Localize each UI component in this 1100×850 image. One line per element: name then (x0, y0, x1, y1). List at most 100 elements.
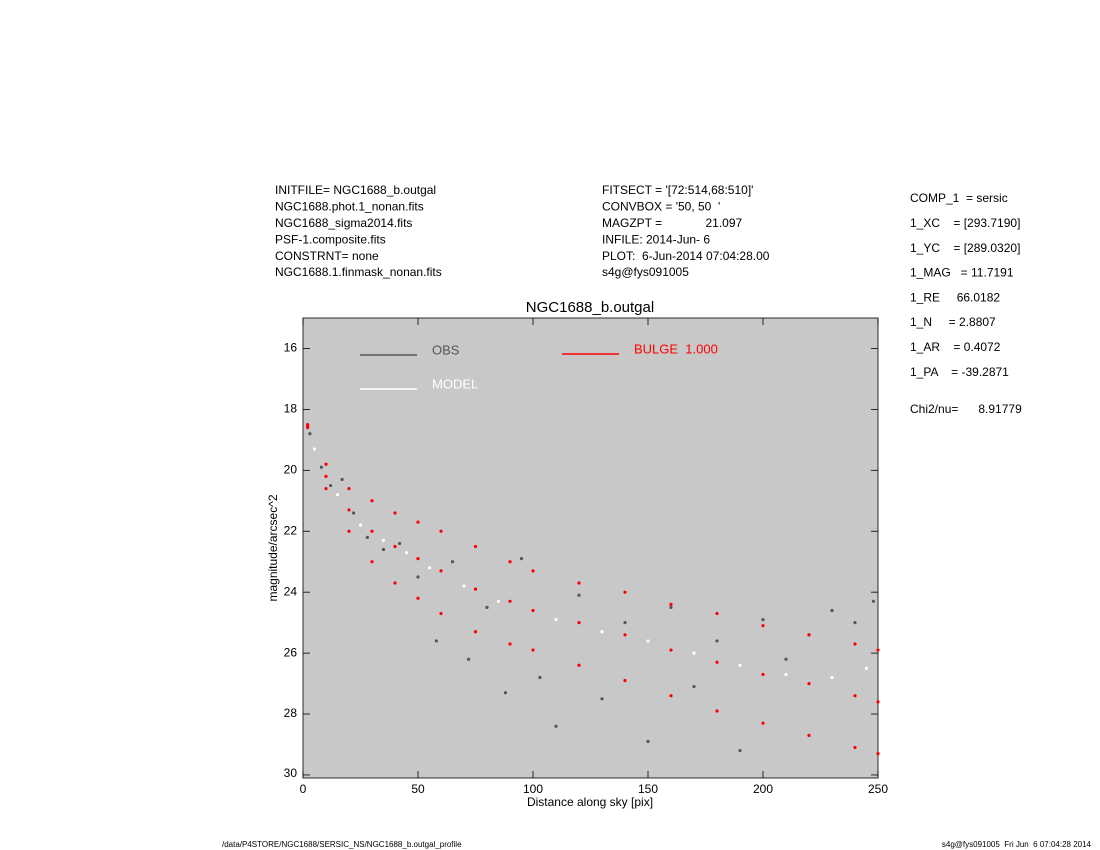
fit-parameter: COMP_1 = sersic (910, 191, 1008, 205)
data-point (600, 630, 604, 634)
data-point (807, 733, 811, 737)
data-point (393, 544, 397, 549)
header-line: FITSECT = '[72:514,68:510]' (602, 183, 753, 197)
header-line: PSF-1.composite.fits (275, 232, 386, 246)
data-point (439, 611, 443, 616)
x-tick-label: 150 (638, 782, 658, 796)
data-point (306, 426, 310, 430)
data-point (473, 630, 478, 634)
data-point (329, 483, 333, 488)
data-point (324, 462, 328, 466)
data-point (876, 648, 880, 652)
data-point (715, 639, 719, 643)
data-point (370, 499, 374, 503)
data-point (508, 560, 512, 564)
data-point (485, 605, 489, 610)
header-line: INFILE: 2014-Jun- 6 (602, 232, 710, 246)
y-tick-label: 16 (284, 341, 298, 355)
data-point (646, 739, 650, 744)
data-point (761, 624, 765, 628)
plot-area (302, 317, 879, 779)
data-point (340, 477, 344, 482)
data-point (600, 697, 604, 701)
fit-parameter: 1_YC = [289.0320] (910, 241, 1020, 255)
data-point (434, 639, 438, 643)
fit-parameter: 1_PA = -39.2871 (910, 365, 1009, 379)
header-line: NGC1688_sigma2014.fits (275, 216, 412, 230)
data-point (393, 511, 397, 515)
x-tick-label: 100 (523, 782, 543, 796)
data-point (496, 599, 501, 603)
fit-parameter: 1_N = 2.8807 (910, 315, 996, 329)
data-point (393, 581, 397, 585)
data-point (577, 593, 581, 597)
y-tick-label: 26 (284, 645, 298, 659)
data-point (876, 700, 880, 704)
data-point (715, 660, 719, 664)
data-point (784, 672, 788, 677)
x-tick-label: 250 (868, 782, 888, 796)
data-point (554, 617, 558, 622)
data-point (508, 642, 512, 646)
x-tick-label: 200 (753, 782, 773, 796)
data-point (646, 639, 650, 643)
y-tick-label: 30 (284, 766, 298, 780)
data-point (347, 486, 351, 491)
data-point (519, 557, 524, 561)
data-point (669, 602, 673, 606)
header-line: NGC1688.1.finmask_nonan.fits (275, 265, 442, 279)
y-tick-label: 28 (284, 706, 298, 720)
data-point (871, 599, 876, 603)
data-point (416, 596, 420, 600)
data-point (761, 617, 765, 622)
data-point (738, 748, 742, 753)
data-point (324, 486, 328, 491)
data-point (715, 611, 719, 616)
data-point (577, 581, 581, 585)
data-point (554, 724, 558, 728)
legend-label: MODEL (432, 376, 478, 391)
data-point (761, 672, 765, 677)
fit-parameter: 1_RE 66.0182 (910, 290, 1000, 304)
data-point (623, 590, 627, 594)
data-point (416, 557, 420, 561)
data-point (335, 493, 340, 497)
data-point (358, 523, 363, 527)
data-point (876, 752, 880, 756)
data-point (807, 633, 811, 637)
data-point (416, 520, 420, 524)
x-tick-label: 0 (300, 782, 307, 796)
y-tick-label: 18 (284, 402, 298, 416)
data-point (623, 633, 627, 637)
data-point (347, 508, 351, 512)
header-line: PLOT: 6-Jun-2014 07:04:28.00 (602, 249, 770, 263)
data-point (462, 584, 466, 588)
footer-stamp: s4g@fys091005 Fri Jun 6 07:04:28 2014 (942, 840, 1092, 849)
fit-parameter: 1_XC = [293.7190] (910, 216, 1020, 230)
data-point (623, 678, 627, 683)
data-point (830, 675, 834, 680)
fit-parameter: 1_MAG = 11.7191 (910, 266, 1014, 280)
data-point (467, 657, 471, 661)
header-line: CONVBOX = '50, 50 ' (602, 200, 720, 214)
data-point (531, 608, 535, 613)
data-point (853, 745, 857, 750)
header-line: NGC1688.phot.1_nonan.fits (275, 200, 424, 214)
data-point (531, 569, 535, 573)
data-point (473, 544, 478, 549)
data-point (669, 694, 673, 698)
y-tick-label: 22 (284, 523, 298, 537)
header-line: INITFILE= NGC1688_b.outgal (275, 183, 436, 197)
data-point (427, 566, 432, 570)
legend-label: OBS (432, 342, 460, 357)
y-tick-label: 24 (284, 584, 298, 598)
header-line: MAGZPT = 21.097 (602, 216, 742, 230)
data-point (450, 560, 455, 564)
fit-parameter: Chi2/nu= 8.91779 (910, 402, 1022, 416)
x-tick-label: 50 (411, 782, 425, 796)
footer-path: /data/P4STORE/NGC1688/SERSIC_NS/NGC1688_… (222, 840, 462, 849)
data-point (531, 648, 535, 652)
data-point (669, 605, 673, 610)
